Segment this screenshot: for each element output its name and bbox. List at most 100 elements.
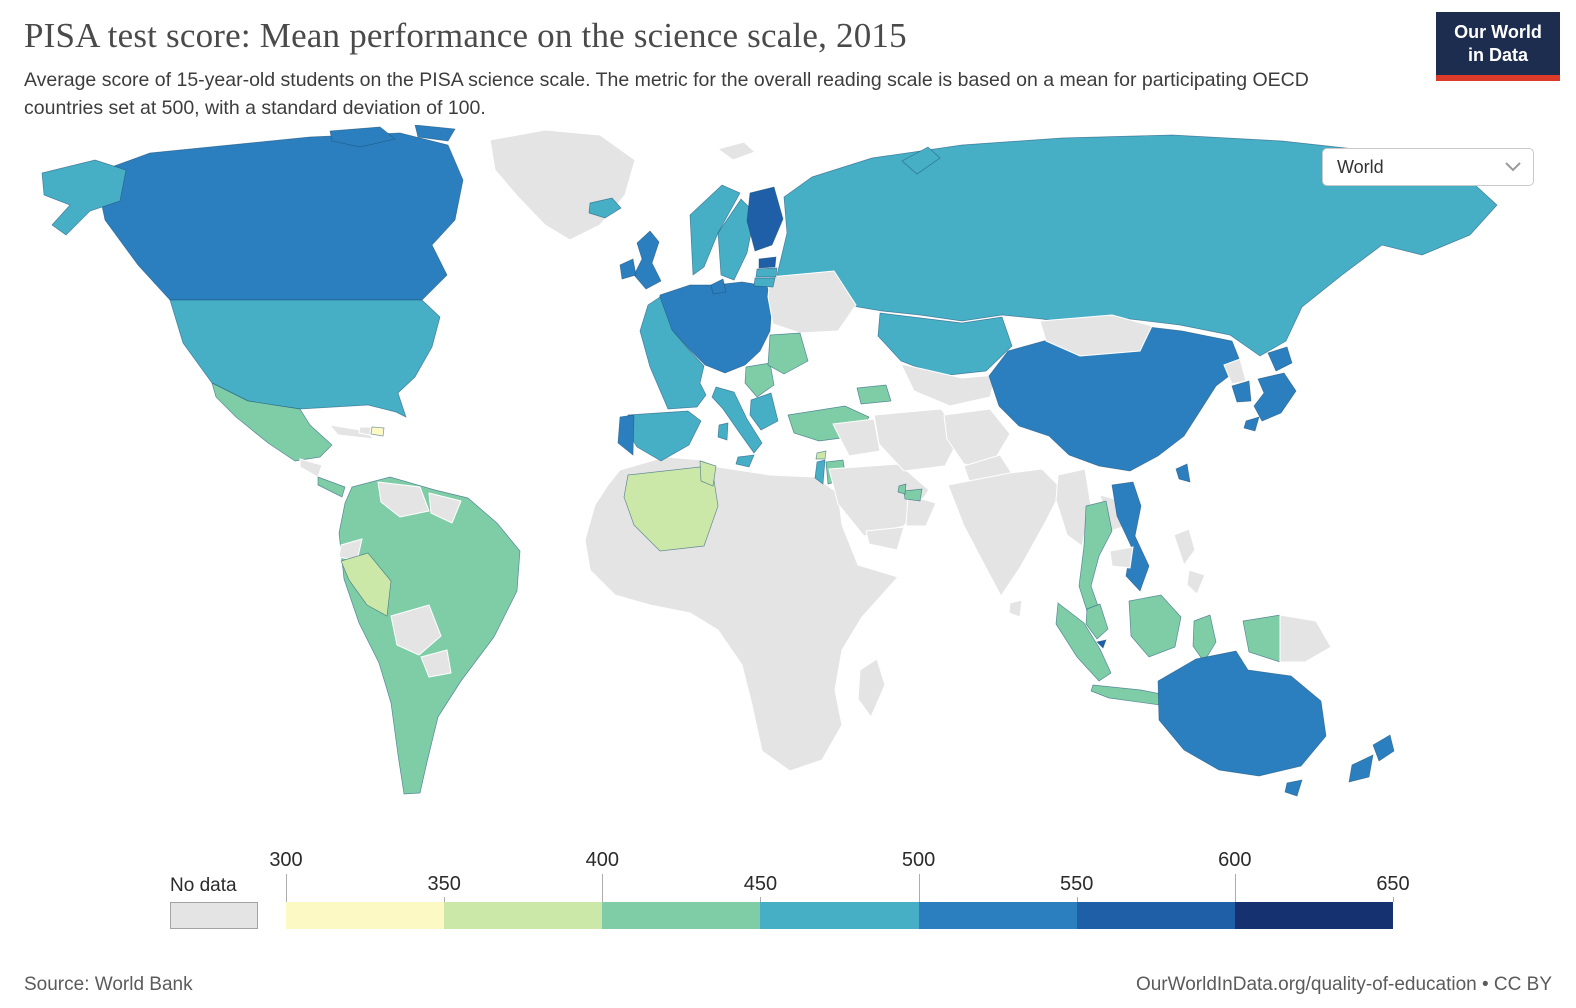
- country-new-zealand-south[interactable]: [1348, 753, 1374, 783]
- legend-tick-label-550: 550: [1060, 872, 1094, 895]
- country-georgia[interactable]: [856, 384, 892, 404]
- country-venezuela[interactable]: [377, 480, 430, 518]
- country-cambodia[interactable]: [1109, 545, 1134, 569]
- country-singapore[interactable]: [1096, 639, 1107, 649]
- legend-segment-500-550[interactable]: [918, 901, 1077, 929]
- country-france[interactable]: [639, 295, 707, 409]
- country-india[interactable]: [947, 468, 1063, 597]
- country-ireland[interactable]: [619, 258, 637, 279]
- country-dominican-republic[interactable]: [370, 426, 385, 436]
- country-philippines-north[interactable]: [1173, 527, 1196, 566]
- country-greenland[interactable]: [489, 129, 636, 241]
- country-malaysia[interactable]: [1085, 603, 1109, 640]
- country-vietnam[interactable]: [1111, 481, 1150, 592]
- country-borneo[interactable]: [1128, 594, 1182, 657]
- country-iran[interactable]: [873, 408, 962, 472]
- country-romania-bulgaria[interactable]: [767, 332, 809, 374]
- country-balkans-group[interactable]: [744, 362, 775, 398]
- country-sweden[interactable]: [717, 197, 756, 280]
- country-israel[interactable]: [814, 459, 826, 485]
- legend-segment-350-400[interactable]: [444, 901, 603, 929]
- legend-segment-550-600[interactable]: [1076, 901, 1235, 929]
- region-dropdown[interactable]: World: [1322, 148, 1534, 186]
- country-japan-kyushu[interactable]: [1243, 416, 1260, 431]
- country-south-korea[interactable]: [1231, 380, 1252, 402]
- country-united-states[interactable]: [169, 299, 441, 418]
- country-japan-hokkaido[interactable]: [1267, 346, 1293, 372]
- country-paraguay[interactable]: [420, 648, 452, 678]
- country-sulawesi[interactable]: [1192, 614, 1217, 663]
- country-tunisia[interactable]: [699, 460, 717, 487]
- country-russia[interactable]: [776, 134, 1498, 356]
- country-oman[interactable]: [905, 493, 937, 527]
- owid-logo-line2: in Data: [1467, 45, 1528, 66]
- country-thailand[interactable]: [1078, 500, 1113, 612]
- legend-bar: [286, 901, 1393, 929]
- country-iceland[interactable]: [588, 197, 622, 218]
- country-australia[interactable]: [1157, 650, 1327, 776]
- country-finland[interactable]: [746, 186, 784, 251]
- country-taiwan[interactable]: [1175, 463, 1191, 483]
- country-sicily[interactable]: [735, 454, 755, 467]
- country-central-asia[interactable]: [900, 362, 997, 407]
- country-svalbard[interactable]: [716, 140, 756, 161]
- legend-ramp: 300 350 400 450 500 550 600 650: [269, 845, 1410, 929]
- country-sardinia[interactable]: [717, 422, 729, 441]
- country-new-zealand-north[interactable]: [1372, 733, 1395, 762]
- country-cuba[interactable]: [328, 423, 376, 440]
- country-novaya-zemlya[interactable]: [901, 146, 941, 174]
- country-ukraine-belarus[interactable]: [767, 270, 857, 334]
- country-philippines-south[interactable]: [1186, 568, 1206, 595]
- country-sumatra[interactable]: [1055, 601, 1112, 681]
- country-lithuania[interactable]: [753, 277, 776, 287]
- country-uae[interactable]: [903, 488, 923, 501]
- country-madagascar[interactable]: [857, 657, 886, 718]
- country-united-kingdom[interactable]: [633, 230, 662, 289]
- country-spain[interactable]: [625, 410, 702, 461]
- country-myanmar[interactable]: [1055, 467, 1092, 547]
- country-estonia[interactable]: [758, 256, 777, 268]
- country-costa-rica-panama[interactable]: [317, 476, 346, 498]
- country-canada[interactable]: [94, 132, 464, 300]
- country-bolivia[interactable]: [390, 603, 442, 656]
- country-china[interactable]: [988, 324, 1243, 471]
- country-canada-arctic-2[interactable]: [414, 124, 456, 141]
- country-canada-arctic-1[interactable]: [329, 126, 396, 147]
- country-lebanon[interactable]: [815, 450, 827, 459]
- country-sri-lanka[interactable]: [1008, 598, 1023, 618]
- country-kazakhstan[interactable]: [877, 312, 1013, 376]
- country-papua-new-guinea[interactable]: [1279, 613, 1332, 663]
- legend-segment-400-450[interactable]: [602, 901, 761, 929]
- source-note: Source: World Bank: [24, 974, 193, 995]
- country-tasmania[interactable]: [1284, 779, 1303, 796]
- legend-segment-300-350[interactable]: [286, 901, 445, 929]
- country-portugal[interactable]: [617, 414, 635, 456]
- country-latvia[interactable]: [755, 267, 778, 277]
- country-yemen[interactable]: [865, 525, 905, 551]
- country-haiti[interactable]: [358, 426, 372, 436]
- country-peru[interactable]: [340, 552, 392, 617]
- country-mexico[interactable]: [211, 381, 333, 461]
- legend-tick-line-500: [918, 873, 920, 902]
- country-alaska[interactable]: [41, 159, 127, 235]
- legend-segment-600-650[interactable]: [1234, 901, 1393, 929]
- page-title: PISA test score: Mean performance on the…: [24, 16, 907, 55]
- country-java[interactable]: [1090, 684, 1167, 705]
- country-denmark[interactable]: [710, 278, 727, 294]
- legend-tick-line-650: [1393, 896, 1394, 902]
- country-guatemala-honduras[interactable]: [299, 457, 323, 478]
- country-qatar[interactable]: [897, 483, 907, 494]
- owid-logo[interactable]: Our World in Data: [1436, 12, 1560, 81]
- country-mongolia[interactable]: [1039, 314, 1153, 357]
- country-guyanas[interactable]: [428, 491, 462, 524]
- legend-segment-450-500[interactable]: [760, 901, 919, 929]
- country-japan-honshu[interactable]: [1253, 372, 1297, 421]
- country-north-korea[interactable]: [1223, 357, 1247, 385]
- country-west-new-guinea[interactable]: [1242, 614, 1281, 663]
- legend-tick-label-500: 500: [901, 848, 936, 871]
- country-italy[interactable]: [711, 386, 763, 454]
- country-greece[interactable]: [749, 392, 779, 430]
- legend-no-data-label: No data: [170, 874, 237, 896]
- legend-no-data-swatch[interactable]: [170, 901, 258, 929]
- country-iraq-syria[interactable]: [832, 417, 881, 457]
